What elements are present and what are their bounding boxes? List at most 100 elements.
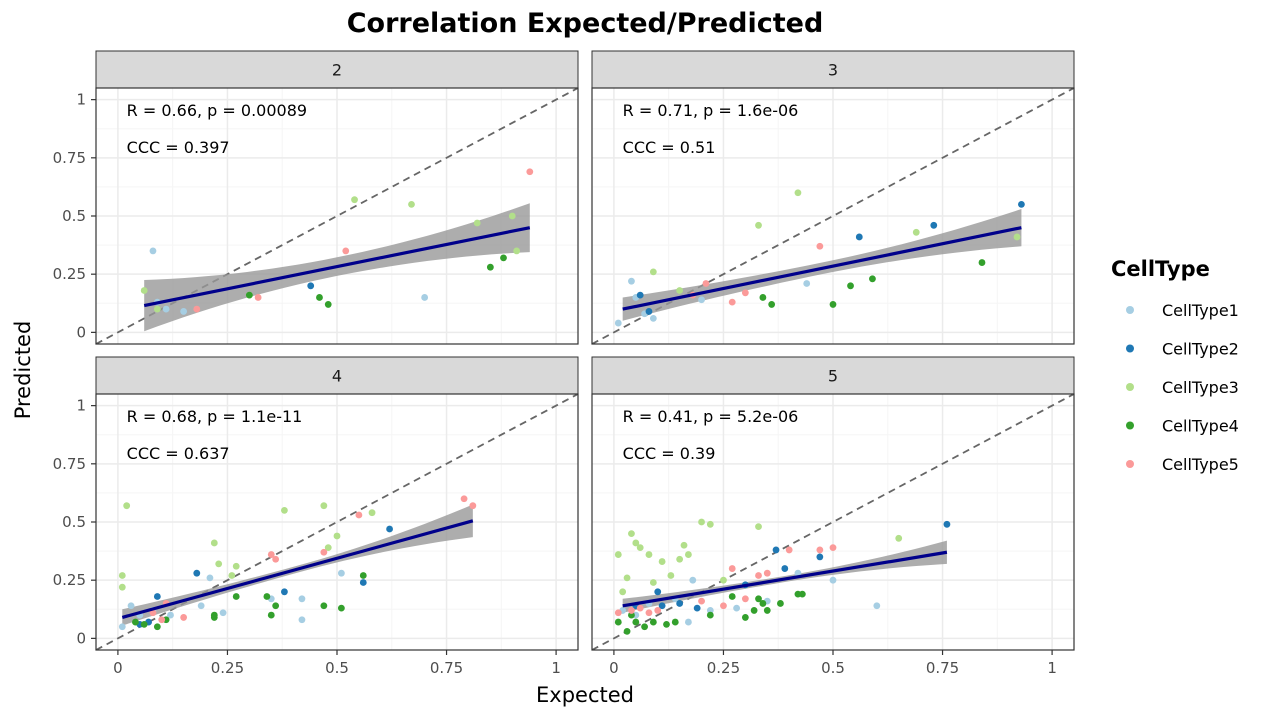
correlation-annotation: R = 0.71, p = 1.6e-06 (623, 101, 799, 120)
legend-label-celltype3: CellType3 (1162, 378, 1239, 397)
data-point-celltype5 (741, 595, 749, 603)
data-point-celltype5 (469, 502, 477, 510)
y-tick-label: 0.25 (53, 265, 86, 283)
data-point-celltype2 (654, 588, 662, 596)
data-point-celltype5 (342, 247, 350, 255)
data-point-celltype3 (140, 287, 148, 294)
facet-strip (591, 356, 1075, 395)
data-point-celltype4 (798, 590, 806, 598)
y-tick-label: 0.5 (62, 207, 86, 225)
data-point-celltype1 (162, 305, 170, 313)
data-point-celltype5 (526, 168, 534, 176)
legend-key-celltype1 (1126, 306, 1134, 314)
data-point-celltype4 (768, 301, 776, 308)
data-point-celltype3 (755, 523, 762, 531)
data-point-celltype3 (1013, 233, 1021, 241)
legend-key-celltype5 (1126, 460, 1134, 468)
data-point-celltype3 (658, 558, 666, 565)
legend-label-celltype1: CellType1 (1162, 301, 1239, 320)
data-point-celltype4 (978, 259, 986, 266)
data-point-celltype3 (614, 551, 622, 558)
data-point-celltype4 (741, 614, 749, 621)
data-point-celltype1 (698, 296, 705, 304)
data-point-celltype1 (118, 623, 126, 631)
data-point-celltype5 (267, 551, 275, 558)
facet-panels: 2 R = 0.66, p = 0.00089 CCC = 0.397 0 0.25 0.… (53, 50, 1075, 677)
data-point-celltype3 (228, 572, 236, 579)
data-point-celltype1 (167, 611, 174, 619)
identity-line (592, 394, 1074, 650)
data-point-celltype5 (460, 495, 468, 503)
data-point-celltype1 (706, 607, 714, 614)
x-tick-label: 0.25 (211, 659, 244, 677)
data-point-celltype3 (118, 572, 126, 579)
panel-plot-area (96, 88, 578, 344)
data-point-celltype1 (149, 247, 157, 255)
data-point-celltype5 (645, 609, 653, 617)
data-point-celltype2 (772, 546, 780, 554)
data-point-celltype4 (649, 618, 657, 626)
data-point-celltype4 (759, 294, 767, 301)
data-point-celltype3 (508, 212, 516, 220)
data-point-celltype1 (803, 280, 811, 287)
data-point-celltype3 (210, 539, 218, 547)
data-point-celltype4 (641, 623, 648, 631)
data-point-celltype2 (281, 588, 288, 596)
data-point-celltype5 (763, 569, 771, 577)
data-point-celltype1 (733, 604, 740, 612)
data-point-celltype2 (359, 579, 367, 586)
data-point-celltype1 (873, 602, 881, 610)
data-point-celltype4 (623, 627, 631, 635)
data-point-celltype1 (337, 569, 345, 577)
data-point-celltype1 (689, 576, 697, 584)
panel-plot-area (96, 394, 578, 650)
regression-line (143, 226, 531, 308)
data-point-celltype5 (254, 294, 262, 301)
facet-panel-2: 2 R = 0.66, p = 0.00089 CCC = 0.397 0 0.25 0.… (53, 50, 579, 345)
data-point-celltype5 (702, 280, 710, 287)
x-tick-label: 0.75 (926, 659, 959, 677)
facet-panel-5: 5 R = 0.41, p = 5.2e-06 CCC = 0.39 0 0.25 0.5… (591, 356, 1075, 677)
data-point-celltype4 (777, 600, 784, 607)
data-point-celltype3 (676, 287, 684, 294)
data-point-celltype3 (706, 520, 714, 528)
data-point-celltype5 (158, 616, 166, 624)
y-tick-label: 0 (76, 323, 86, 341)
data-point-celltype1 (298, 595, 306, 603)
data-point-celltype4 (267, 611, 275, 619)
x-tick-label: 0.25 (707, 659, 740, 677)
legend-key-celltype3 (1126, 383, 1134, 391)
ccc-annotation: CCC = 0.637 (127, 444, 230, 463)
data-point-celltype3 (619, 588, 627, 596)
data-point-celltype3 (123, 502, 131, 510)
data-point-celltype3 (680, 541, 688, 549)
y-tick-label: 0.75 (53, 149, 86, 167)
data-point-celltype5 (320, 548, 328, 556)
legend-label-celltype2: CellType2 (1162, 340, 1239, 359)
x-tick-label: 1 (551, 659, 561, 677)
data-point-celltype3 (649, 268, 657, 276)
data-point-celltype1 (421, 294, 429, 301)
data-point-celltype3 (118, 583, 126, 591)
data-point-celltype4 (486, 263, 494, 271)
data-point-celltype4 (671, 618, 679, 626)
data-point-celltype5 (816, 546, 824, 554)
y-axis-title: Predicted (11, 321, 35, 420)
data-point-celltype4 (750, 607, 758, 614)
data-point-celltype3 (645, 551, 653, 558)
regression-line (622, 550, 948, 608)
data-point-celltype3 (794, 189, 802, 197)
data-point-celltype3 (351, 196, 358, 204)
x-tick-label: 0.5 (325, 659, 349, 677)
y-tick-label: 1 (76, 91, 86, 109)
data-point-celltype4 (232, 593, 240, 600)
data-point-celltype3 (698, 518, 705, 526)
correlation-annotation: R = 0.41, p = 5.2e-06 (623, 407, 799, 426)
facet-strip-label: 3 (828, 61, 838, 80)
correlation-annotation: R = 0.66, p = 0.00089 (127, 101, 307, 120)
ccc-annotation: CCC = 0.397 (127, 138, 230, 157)
data-point-celltype3 (628, 530, 635, 538)
ccc-annotation: CCC = 0.39 (623, 444, 716, 463)
data-point-celltype3 (667, 572, 675, 579)
